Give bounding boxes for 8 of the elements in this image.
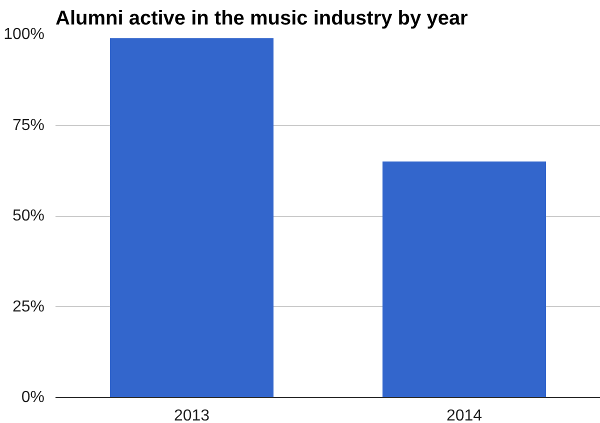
y-tick-label: 50% [12,208,45,224]
y-tick-label: 25% [12,298,45,316]
x-tick-label: 2014 [446,408,482,423]
chart-title: Alumni active in the music industry by year [56,8,468,30]
y-tick-label: 100% [4,26,44,43]
y-tick-label: 0% [21,389,44,406]
y-tick-label: 75% [12,116,45,134]
x-tick-label: 2013 [174,408,210,423]
